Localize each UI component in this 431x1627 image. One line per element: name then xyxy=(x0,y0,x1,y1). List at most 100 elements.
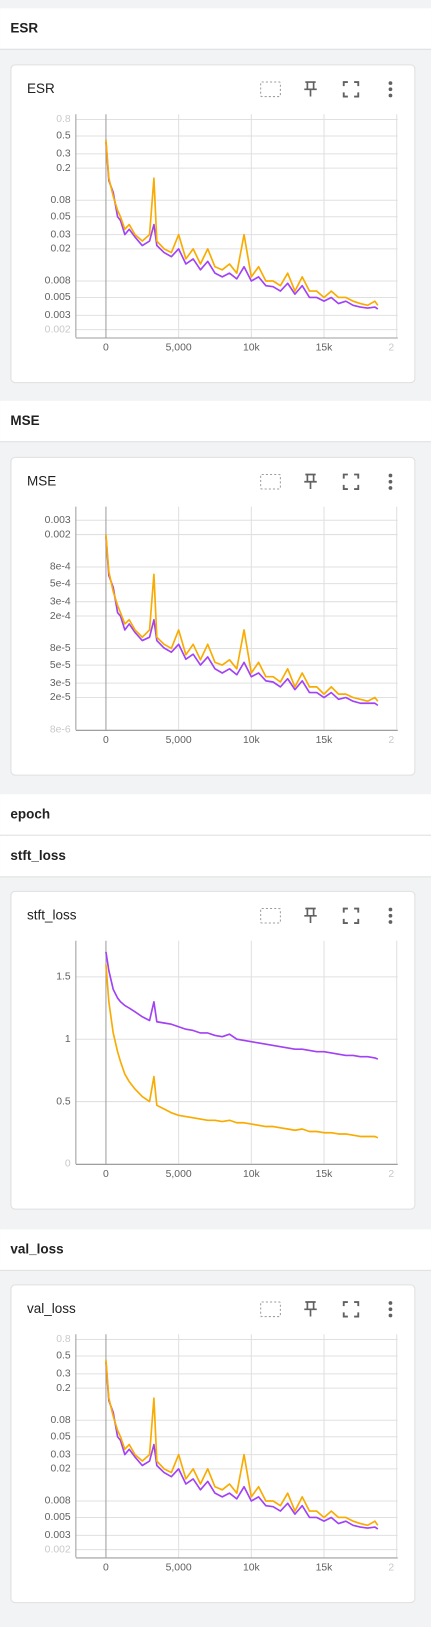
fit-icon[interactable] xyxy=(260,473,281,490)
x-tick-label: 10k xyxy=(243,1563,261,1574)
fullscreen-icon[interactable] xyxy=(342,81,360,98)
y-tick-label: 8e-4 xyxy=(50,562,71,573)
section-title: stft_loss xyxy=(10,848,65,863)
toolbar xyxy=(260,1301,393,1318)
series-line xyxy=(105,1362,379,1530)
pin-icon[interactable] xyxy=(304,81,317,97)
series-line xyxy=(105,964,379,1139)
x-tick-label: 10k xyxy=(243,1169,261,1180)
menu-icon[interactable] xyxy=(388,1301,393,1318)
menu-dot xyxy=(388,93,393,98)
x-tick-label: 5,000 xyxy=(166,735,192,746)
fullscreen-icon[interactable] xyxy=(342,1301,360,1318)
y-tick-label: 0.03 xyxy=(50,1449,70,1460)
section-title: ESR xyxy=(10,21,38,36)
menu-icon[interactable] xyxy=(388,907,393,924)
y-tick-label: 0.8 xyxy=(56,1334,71,1345)
x-tick-label: 15k xyxy=(316,343,334,354)
y-tick-label: 0.005 xyxy=(45,292,71,303)
x-tick-label: 20k xyxy=(388,1169,406,1180)
fit-icon[interactable] xyxy=(260,81,281,98)
y-tick-label: 0.005 xyxy=(45,1512,71,1523)
y-tick-label: 0.002 xyxy=(45,1544,71,1555)
menu-dot xyxy=(388,87,393,92)
x-tick-label: 20k xyxy=(388,343,406,354)
y-tick-label: 0.003 xyxy=(45,310,71,321)
menu-dot xyxy=(388,920,393,924)
y-tick-label: 0.03 xyxy=(50,229,70,240)
x-tick-label: 5,000 xyxy=(166,1563,192,1574)
section-header xyxy=(0,400,431,442)
x-tick-label: 0 xyxy=(103,1169,109,1180)
y-tick-label: 0.002 xyxy=(45,324,71,335)
series-line xyxy=(105,139,379,307)
section-header xyxy=(0,835,431,877)
y-tick-label: 1.5 xyxy=(56,972,71,983)
y-tick-label: 3e-4 xyxy=(50,596,71,607)
y-tick-label: 0.008 xyxy=(45,1496,71,1507)
y-tick-label: 0.3 xyxy=(56,1369,71,1380)
y-tick-label: 0.05 xyxy=(50,211,70,222)
menu-icon[interactable] xyxy=(388,473,393,490)
chart-card xyxy=(10,1284,416,1604)
y-tick-label: 0.5 xyxy=(56,131,71,142)
menu-dot xyxy=(388,1301,393,1305)
fullscreen-icon[interactable] xyxy=(342,907,360,924)
pin-icon[interactable] xyxy=(304,473,317,490)
y-tick-label: 0.02 xyxy=(50,1464,70,1475)
y-tick-label: 0.003 xyxy=(45,515,71,526)
y-tick-label: 0.08 xyxy=(50,1415,70,1426)
series-line xyxy=(105,142,379,310)
fullscreen-icon[interactable] xyxy=(342,473,360,490)
y-tick-label: 0.5 xyxy=(56,1351,71,1362)
x-tick-label: 15k xyxy=(316,1169,334,1180)
section-title: MSE xyxy=(10,413,39,428)
menu-dot xyxy=(388,1313,393,1318)
menu-dot xyxy=(388,913,393,918)
y-tick-label: 8e-6 xyxy=(50,725,71,736)
menu-icon[interactable] xyxy=(388,81,393,98)
y-tick-label: 0.08 xyxy=(50,195,70,206)
menu-dot xyxy=(388,1307,393,1312)
y-tick-label: 2e-5 xyxy=(50,692,71,703)
pin-icon[interactable] xyxy=(304,907,317,924)
x-tick-label: 0 xyxy=(103,1563,109,1574)
menu-dot xyxy=(388,486,393,490)
y-tick-label: 8e-5 xyxy=(50,643,71,654)
x-tick-label: 5,000 xyxy=(166,343,192,354)
fit-icon[interactable] xyxy=(260,1301,281,1318)
x-tick-label: 0 xyxy=(103,735,109,746)
x-tick-label: 0 xyxy=(103,343,109,354)
section-title: epoch xyxy=(10,807,50,822)
menu-dot xyxy=(388,473,393,478)
section-header xyxy=(0,8,431,49)
series-line xyxy=(105,951,379,1060)
y-tick-label: 0.3 xyxy=(56,149,71,160)
x-tick-label: 15k xyxy=(316,735,334,746)
chart-title: MSE xyxy=(27,473,56,488)
y-tick-label: 0 xyxy=(65,1159,71,1170)
series-line xyxy=(105,1359,379,1527)
fit-icon[interactable] xyxy=(260,907,281,924)
menu-dot xyxy=(388,479,393,484)
x-tick-label: 20k xyxy=(388,1563,406,1574)
menu-dot xyxy=(388,81,393,85)
pin-icon[interactable] xyxy=(304,1301,317,1317)
y-tick-label: 0.02 xyxy=(50,244,70,255)
y-tick-label: 5e-5 xyxy=(50,660,71,671)
x-tick-label: 10k xyxy=(243,343,261,354)
section-header xyxy=(0,1229,431,1270)
y-tick-label: 0.8 xyxy=(56,114,71,125)
series-line xyxy=(105,534,379,703)
y-tick-label: 0.2 xyxy=(56,1383,71,1394)
y-tick-label: 0.003 xyxy=(45,1530,71,1541)
y-tick-label: 0.05 xyxy=(50,1431,70,1442)
y-tick-label: 1 xyxy=(65,1034,71,1045)
toolbar xyxy=(260,907,393,924)
chart-card xyxy=(10,890,416,1210)
chart-title: stft_loss xyxy=(27,907,77,922)
chart-card xyxy=(10,64,416,384)
y-tick-label: 5e-4 xyxy=(50,578,71,589)
